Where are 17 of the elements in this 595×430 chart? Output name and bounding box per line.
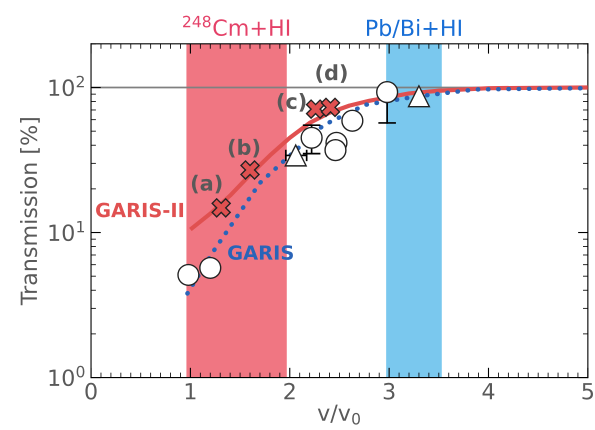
series-label: GARIS-II: [96, 202, 184, 218]
annotation: (a): [192, 174, 222, 194]
y-tick-label: 10$^{2}$: [50, 76, 84, 96]
x-tick-label: 1: [186, 383, 196, 400]
band-label: Pb/Bi+HI: [367, 19, 461, 38]
y-tick-label: 10$^{1}$: [50, 220, 84, 242]
x-tick-label: 3: [384, 382, 394, 400]
y-tick-label: 10$^{0}$: [50, 366, 84, 386]
x-tick-label: 5: [582, 383, 593, 400]
x-tick-label: 0: [85, 382, 97, 400]
x-axis-title: v/v$_{0}$: [318, 404, 360, 425]
x-tick-label: 2: [284, 382, 295, 400]
band-label: $^{248}$Cm+HI: [183, 16, 290, 36]
annotation: (d): [316, 64, 347, 83]
x-tick-label: 4: [482, 383, 494, 400]
y-axis-title: Transmission [%]: [20, 118, 40, 306]
annotation: (b): [228, 138, 260, 158]
